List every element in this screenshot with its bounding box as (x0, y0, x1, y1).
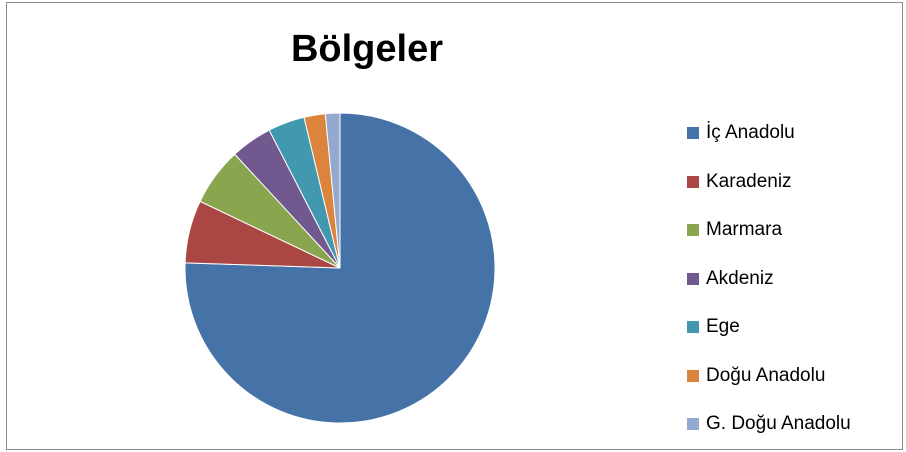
legend-swatch (687, 272, 699, 285)
pie-slice-6 (324, 112, 341, 269)
legend-item: Marmara (687, 206, 851, 255)
legend-label: Akdeniz (706, 267, 774, 289)
legend-swatch (687, 369, 699, 382)
pie-chart (184, 112, 496, 424)
legend-label: Karadeniz (706, 170, 792, 192)
legend-item: Doğu Anadolu (687, 352, 851, 401)
legend-item: Ege (687, 303, 851, 352)
legend-swatch (687, 224, 699, 237)
legend-swatch (687, 127, 699, 140)
legend-swatch (687, 418, 699, 431)
legend-label: İç Anadolu (706, 122, 795, 144)
legend-label: Ege (706, 316, 740, 338)
legend-item: G. Doğu Anadolu (687, 400, 851, 449)
legend-item: Karadeniz (687, 158, 851, 207)
legend-label: Marmara (706, 219, 783, 241)
legend-item: İç Anadolu (687, 109, 851, 158)
chart-title: Bölgeler (290, 28, 444, 70)
legend-label: Doğu Anadolu (706, 364, 826, 386)
legend: İç Anadolu Karadeniz Marmara Akdeniz Ege Doğu… (687, 109, 851, 449)
legend-item: Akdeniz (687, 255, 851, 304)
chart-frame: Bölgeler İç Anadolu Karadeniz Marmara Akden… (6, 2, 903, 450)
legend-label: G. Doğu Anadolu (706, 413, 851, 435)
legend-swatch (687, 175, 699, 188)
legend-swatch (687, 321, 699, 334)
